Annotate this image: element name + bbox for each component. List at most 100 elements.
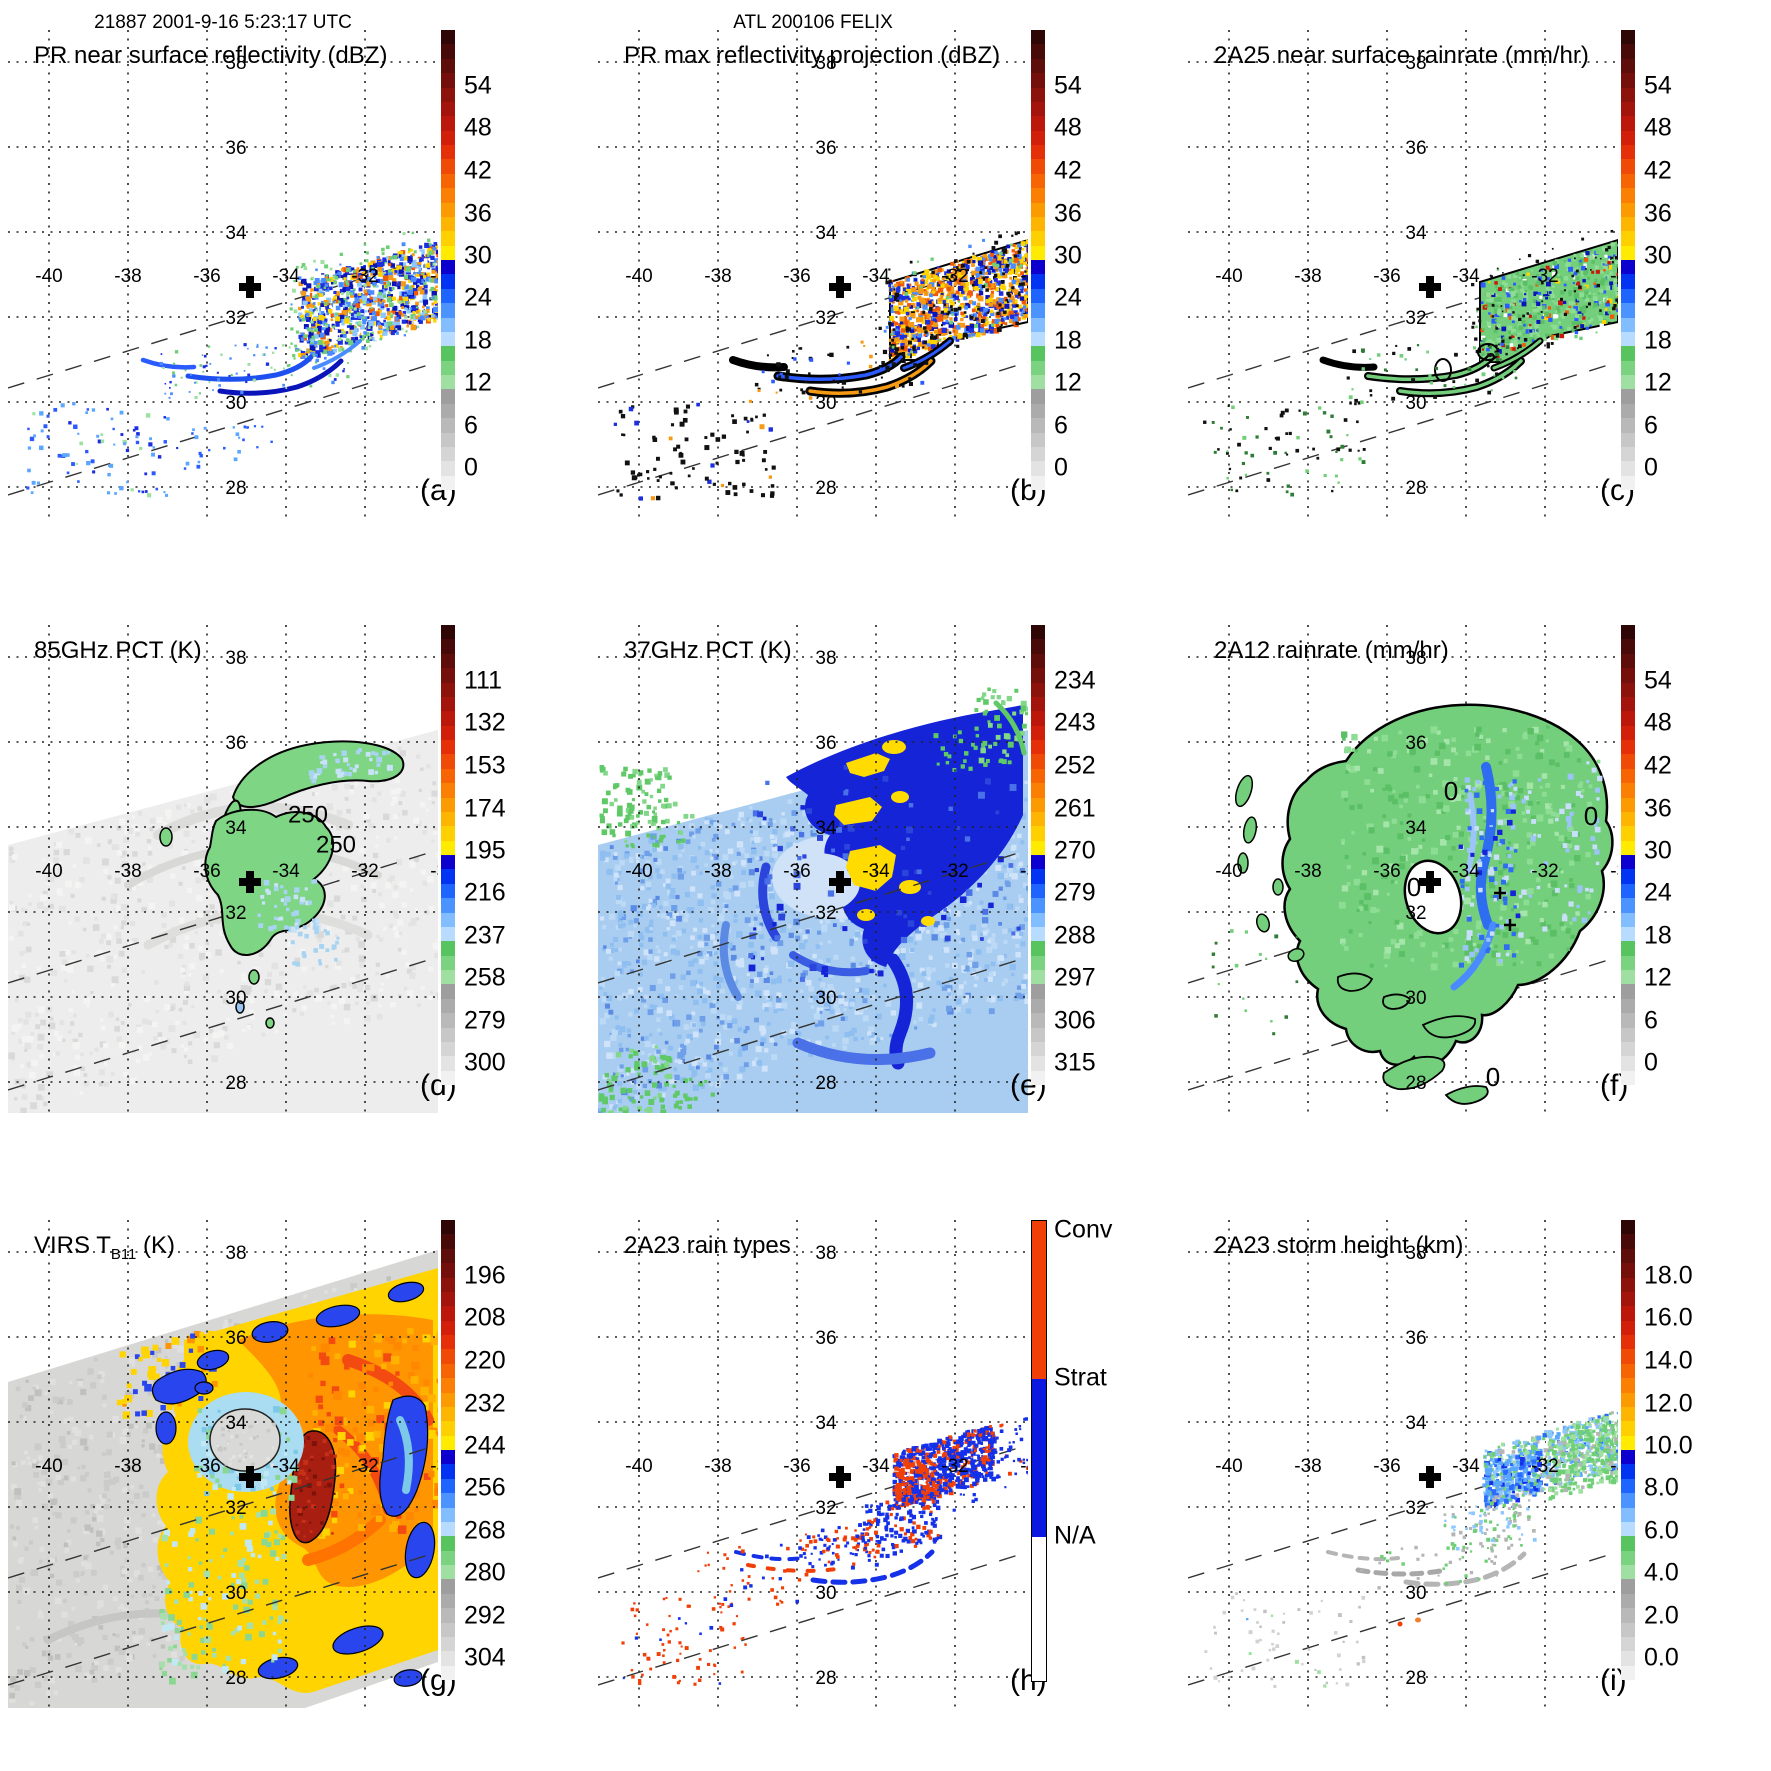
colorbar-tick: 132 <box>464 708 506 737</box>
svg-text:-38: -38 <box>704 266 731 287</box>
colorbar-tick: N/A <box>1054 1521 1096 1550</box>
svg-text:36: 36 <box>815 138 836 159</box>
colorbar-tick: 0 <box>1644 1048 1658 1077</box>
colorbar-tick: 292 <box>464 1601 506 1630</box>
colorbar-tick: 0.0 <box>1644 1643 1679 1672</box>
colorbar-tick: 24 <box>1644 283 1672 312</box>
svg-text:-30: -30 <box>430 266 438 287</box>
svg-text:38: 38 <box>815 53 836 74</box>
axis-labels: -40-38-36-34-32-30383634323028 <box>625 648 1028 1094</box>
colorbar-tick: 36 <box>1644 199 1672 228</box>
svg-text:-34: -34 <box>272 266 300 287</box>
panel-title-i: 2A23 storm height (km) <box>1214 1232 1464 1259</box>
storm-center-marker <box>1419 871 1441 893</box>
svg-text:30: 30 <box>225 988 246 1009</box>
colorbar-tick: 297 <box>1054 963 1096 992</box>
map-a: -40 -38 -36 -34 -32 -30 38 36 34 32 30 28 <box>8 30 438 518</box>
svg-text:-36: -36 <box>193 861 220 882</box>
storm-center-marker <box>1419 276 1441 298</box>
svg-text:-34: -34 <box>1452 266 1480 287</box>
svg-text:32: 32 <box>225 308 246 329</box>
svg-text:38: 38 <box>225 648 246 669</box>
colorbar-tick: 54 <box>1644 71 1672 100</box>
panel-a: -40 -38 -36 -34 -32 -30 38 36 34 32 30 28 PR near su… <box>8 30 538 592</box>
axis-labels: -40-38-36-34-32-30383634323028 <box>1215 53 1618 499</box>
colorbar-tick: 258 <box>464 963 506 992</box>
panel-title-e: 37GHz PCT (K) <box>624 637 792 664</box>
map-b: -40 -38 -36 -34 -32 -30 38 36 34 32 30 28 <box>598 30 1028 518</box>
svg-text:28: 28 <box>1405 478 1426 499</box>
colorbar-tick: 30 <box>1644 836 1672 865</box>
colorbar-tick: 6.0 <box>1644 1516 1679 1544</box>
svg-text:38: 38 <box>225 53 246 74</box>
storm-center-marker <box>239 276 261 298</box>
svg-text:-40: -40 <box>625 266 652 287</box>
axis-labels: -40-38-36-34-32-30383634323028 <box>1215 1243 1618 1689</box>
svg-text:30: 30 <box>815 393 836 414</box>
panel-title-a: PR near surface reflectivity (dBZ) <box>34 42 388 69</box>
map-c: -40 -38 -36 -34 -32 -30 38 36 34 32 30 28 <box>1188 30 1618 518</box>
panel-title-g: VIRS TB11 (K) <box>34 1232 175 1263</box>
colorbar-tick: 243 <box>1054 708 1096 737</box>
colorbar-tick: 268 <box>464 1516 506 1544</box>
colorbar-c <box>1621 30 1635 490</box>
colorbar-tick: 234 <box>1054 666 1096 695</box>
storm-center-marker <box>829 276 851 298</box>
colorbar-tick: 6 <box>1644 1006 1658 1035</box>
storm-center-marker <box>239 1466 261 1488</box>
svg-text:30: 30 <box>1405 393 1426 414</box>
colorbar-tick: 306 <box>1054 1006 1096 1035</box>
svg-text:38: 38 <box>1405 53 1426 74</box>
panel-h: -40-38-36-34-32-303836343230282A23 rain … <box>598 1216 1128 1771</box>
colorbar-tick: 270 <box>1054 836 1096 865</box>
colorbar-tick: 232 <box>464 1389 506 1418</box>
panel-i: -40-38-36-34-32-303836343230282A23 storm… <box>1188 1220 1718 1771</box>
svg-text:-34: -34 <box>272 861 300 882</box>
colorbar-tick: 279 <box>464 1006 506 1035</box>
axis-labels: -40-38-36-34-32-30383634323028 <box>35 53 438 499</box>
panel-c: -40 -38 -36 -34 -32 -30 38 36 34 32 30 28 2A25 near … <box>1188 30 1718 592</box>
svg-text:-32: -32 <box>351 266 378 287</box>
colorbar-tick: 18 <box>1644 921 1672 949</box>
svg-text:36: 36 <box>1405 138 1426 159</box>
colorbar-tick: 10.0 <box>1644 1431 1693 1460</box>
map-canvas-b: -40 -38 -36 -34 -32 -30 38 36 34 32 30 28 <box>598 30 1028 518</box>
data-layer-over <box>26 231 438 498</box>
colorbar-tick: 30 <box>1054 241 1082 270</box>
colorbar-tick: 252 <box>1054 751 1096 780</box>
svg-text:-40: -40 <box>35 266 62 287</box>
axis-labels: -40-38-36-34-32-30383634323028 <box>35 648 438 1094</box>
colorbar-tick: 48 <box>1644 113 1672 142</box>
map-i: -40-38-36-34-32-30383634323028 <box>1188 1220 1618 1708</box>
colorbar-tick: 6 <box>1644 411 1658 440</box>
colorbar-tick: 315 <box>1054 1048 1096 1077</box>
colorbar-tick: 2.0 <box>1644 1601 1679 1630</box>
colorbar-tick: 18.0 <box>1644 1261 1693 1290</box>
map-g: -40-38-36-34-32-30383634323028 <box>8 1220 438 1708</box>
svg-text:32: 32 <box>815 308 836 329</box>
panel-title-f: 2A12 rainrate (mm/hr) <box>1214 637 1449 664</box>
map-canvas-a: -40 -38 -36 -34 -32 -30 38 36 34 32 30 28 <box>8 30 438 518</box>
svg-text:-38: -38 <box>114 266 141 287</box>
svg-text:34: 34 <box>1405 223 1427 244</box>
colorbar-tick: 54 <box>464 71 492 100</box>
data-layer-under <box>8 1250 438 1708</box>
colorbar-tick: 48 <box>464 113 492 142</box>
colorbar-tick: 6 <box>464 411 478 440</box>
storm-center-marker <box>829 871 851 893</box>
colorbar-tick: 280 <box>464 1558 506 1587</box>
svg-text:28: 28 <box>815 478 836 499</box>
colorbar-tick: 42 <box>1644 751 1672 780</box>
storm-name-header: ATL 200106 FELIX <box>733 12 893 33</box>
grid-layer <box>598 625 1028 1113</box>
colorbar-tick: 54 <box>1644 666 1672 695</box>
orbit-datetime-header: 21887 2001-9-16 5:23:17 UTC <box>94 12 352 33</box>
map-canvas-h: -40-38-36-34-32-30383634323028 <box>598 1220 1028 1708</box>
panel-d: 250250-40-38-36-34-32-3038363432302885GH… <box>8 625 538 1187</box>
colorbar-g <box>441 1220 455 1680</box>
colorbar-tick: 30 <box>464 241 492 270</box>
